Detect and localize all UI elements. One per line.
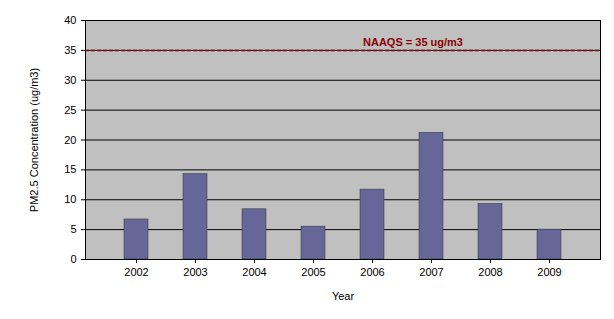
svg-text:5: 5	[70, 223, 76, 235]
svg-text:25: 25	[64, 104, 76, 116]
svg-text:40: 40	[64, 14, 76, 26]
svg-text:PM2.5 Concentration (ug/m3): PM2.5 Concentration (ug/m3)	[28, 68, 40, 212]
svg-text:2006: 2006	[360, 266, 384, 278]
svg-text:2003: 2003	[183, 266, 207, 278]
svg-text:10: 10	[64, 193, 76, 205]
svg-text:NAAQS = 35 ug/m3: NAAQS = 35 ug/m3	[363, 36, 463, 48]
svg-text:30: 30	[64, 74, 76, 86]
svg-text:2004: 2004	[242, 266, 266, 278]
svg-text:0: 0	[70, 253, 76, 265]
svg-text:2002: 2002	[124, 266, 148, 278]
svg-text:2009: 2009	[537, 266, 561, 278]
svg-text:2007: 2007	[419, 266, 443, 278]
svg-text:20: 20	[64, 134, 76, 146]
svg-text:2005: 2005	[301, 266, 325, 278]
svg-text:35: 35	[64, 44, 76, 56]
svg-text:15: 15	[64, 163, 76, 175]
svg-text:Year: Year	[332, 290, 355, 302]
svg-text:2008: 2008	[478, 266, 502, 278]
